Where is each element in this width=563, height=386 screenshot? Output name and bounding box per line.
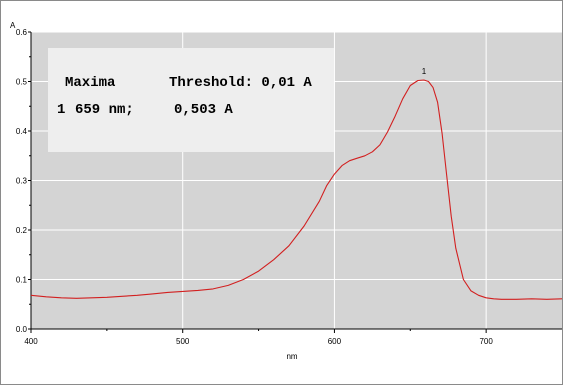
maxima-info-box: Maxima Threshold: 0,01 A 1 659 nm; 0,503… [48, 48, 334, 152]
x-tick-label: 600 [328, 337, 342, 346]
y-tick-label: 0.1 [16, 276, 28, 285]
peak-wavelength: 659 nm; [75, 102, 134, 118]
peak-absorbance: 0,503 A [174, 102, 233, 118]
y-tick-label: 0.6 [16, 28, 28, 37]
y-tick-label: 0.2 [16, 226, 28, 235]
y-tick-label: 0.0 [16, 325, 28, 334]
peak-label: 1 [422, 67, 427, 76]
x-tick-label: 700 [479, 337, 493, 346]
spectrum-line [30, 79, 563, 300]
series-layer [30, 79, 563, 300]
y-tick-label: 0.3 [16, 177, 28, 186]
threshold-text: Threshold: 0,01 A [169, 75, 312, 91]
tick-marks [28, 31, 487, 333]
y-tick-label: 0.5 [16, 78, 28, 87]
x-axis-title: nm [286, 352, 297, 361]
maxima-heading: Maxima [65, 75, 116, 91]
x-tick-label: 400 [24, 337, 38, 346]
peak-index: 1 [57, 102, 66, 118]
y-tick-label: 0.4 [16, 127, 28, 136]
x-tick-labels: 400 500 600 700 [24, 337, 493, 346]
x-tick-label: 500 [176, 337, 190, 346]
peak-markers: 1 [422, 67, 427, 76]
y-tick-labels: 0.0 0.1 0.2 0.3 0.4 0.5 0.6 [16, 28, 28, 334]
y-axis-title: A [10, 21, 16, 30]
